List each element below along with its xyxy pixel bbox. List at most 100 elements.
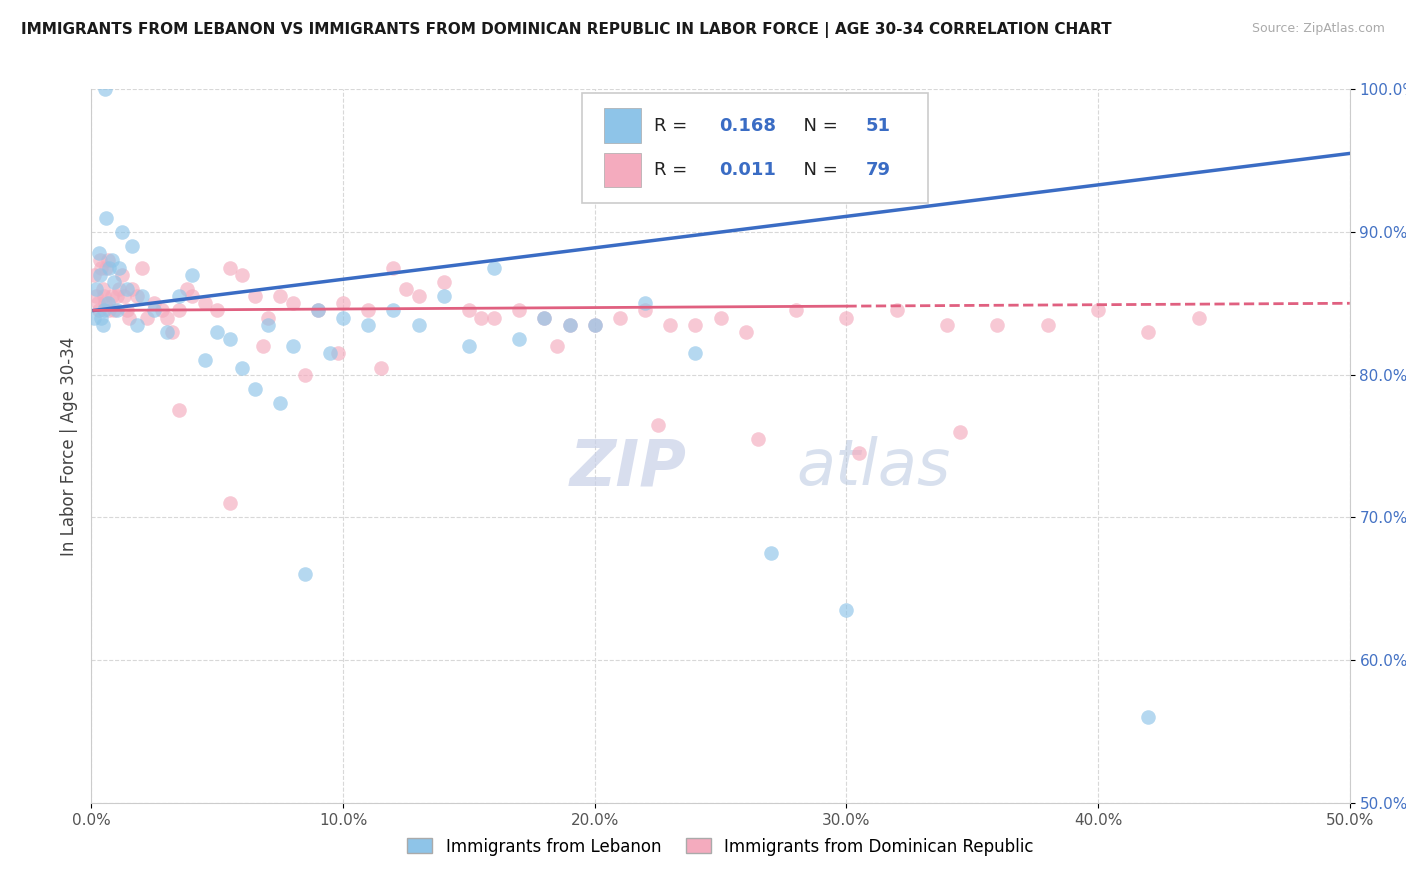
Point — [218, 332, 240, 346]
FancyBboxPatch shape — [603, 109, 641, 143]
Point — [98, 260, 121, 275]
Point — [91, 318, 114, 332]
Point — [205, 325, 228, 339]
Point — [252, 339, 274, 353]
Point — [382, 303, 405, 318]
Point — [1087, 303, 1109, 318]
Point — [1036, 318, 1059, 332]
Point — [307, 303, 329, 318]
Point — [150, 303, 173, 318]
Point — [243, 289, 266, 303]
Point — [949, 425, 972, 439]
Point — [118, 310, 141, 325]
Point — [281, 339, 304, 353]
Point — [370, 360, 392, 375]
Point — [156, 310, 179, 325]
Point — [115, 303, 138, 318]
Point — [89, 253, 111, 268]
Point — [94, 296, 117, 310]
Point — [747, 432, 769, 446]
Point — [121, 239, 143, 253]
Point — [86, 289, 108, 303]
Point — [231, 268, 253, 282]
Point — [90, 260, 112, 275]
Point — [169, 289, 191, 303]
Text: N =: N = — [793, 117, 844, 135]
Point — [125, 318, 148, 332]
Point — [143, 296, 166, 310]
Point — [395, 282, 418, 296]
Text: 51: 51 — [865, 117, 890, 135]
Point — [205, 303, 228, 318]
Point — [90, 310, 112, 325]
Text: 0.168: 0.168 — [720, 117, 776, 135]
Point — [558, 318, 581, 332]
Point — [169, 303, 191, 318]
Point — [100, 289, 122, 303]
Point — [83, 268, 105, 282]
Point — [91, 282, 114, 296]
Point — [785, 303, 807, 318]
Point — [986, 318, 1008, 332]
FancyBboxPatch shape — [603, 153, 641, 187]
Point — [87, 246, 110, 260]
Point — [332, 296, 354, 310]
Point — [93, 289, 115, 303]
Point — [121, 282, 143, 296]
Point — [659, 318, 682, 332]
Text: ZIP: ZIP — [569, 436, 686, 499]
Point — [470, 310, 492, 325]
Point — [583, 318, 606, 332]
Point — [218, 496, 240, 510]
Point — [1137, 325, 1160, 339]
Text: 0.011: 0.011 — [720, 161, 776, 178]
Point — [647, 417, 669, 432]
Text: N =: N = — [793, 161, 844, 178]
Point — [108, 282, 131, 296]
Point — [103, 303, 125, 318]
Text: atlas: atlas — [796, 436, 950, 499]
Point — [326, 346, 349, 360]
Point — [194, 353, 217, 368]
Point — [110, 268, 132, 282]
Point — [181, 289, 204, 303]
Point — [176, 282, 198, 296]
Text: IMMIGRANTS FROM LEBANON VS IMMIGRANTS FROM DOMINICAN REPUBLIC IN LABOR FORCE | A: IMMIGRANTS FROM LEBANON VS IMMIGRANTS FR… — [21, 22, 1112, 38]
Point — [160, 325, 183, 339]
Point — [307, 303, 329, 318]
Point — [357, 318, 380, 332]
Point — [83, 310, 105, 325]
Point — [218, 260, 240, 275]
Point — [96, 211, 118, 225]
Point — [256, 310, 278, 325]
Text: Source: ZipAtlas.com: Source: ZipAtlas.com — [1251, 22, 1385, 36]
Point — [685, 318, 707, 332]
Point — [135, 310, 157, 325]
Point — [87, 303, 110, 318]
Point — [533, 310, 555, 325]
Point — [583, 318, 606, 332]
Point — [508, 332, 530, 346]
Point — [1137, 710, 1160, 724]
Point — [319, 346, 342, 360]
Point — [96, 260, 118, 275]
Point — [457, 339, 479, 353]
Point — [86, 296, 108, 310]
Y-axis label: In Labor Force | Age 30-34: In Labor Force | Age 30-34 — [59, 336, 77, 556]
Point — [609, 310, 631, 325]
Point — [97, 296, 120, 310]
Point — [105, 289, 128, 303]
Point — [886, 303, 908, 318]
Text: 79: 79 — [865, 161, 890, 178]
Point — [294, 567, 316, 582]
Point — [433, 275, 456, 289]
Point — [110, 225, 132, 239]
Point — [546, 339, 568, 353]
Point — [143, 303, 166, 318]
Point — [105, 303, 128, 318]
Point — [457, 303, 479, 318]
Point — [558, 318, 581, 332]
Point — [269, 396, 291, 410]
Point — [194, 296, 217, 310]
Point — [482, 310, 505, 325]
